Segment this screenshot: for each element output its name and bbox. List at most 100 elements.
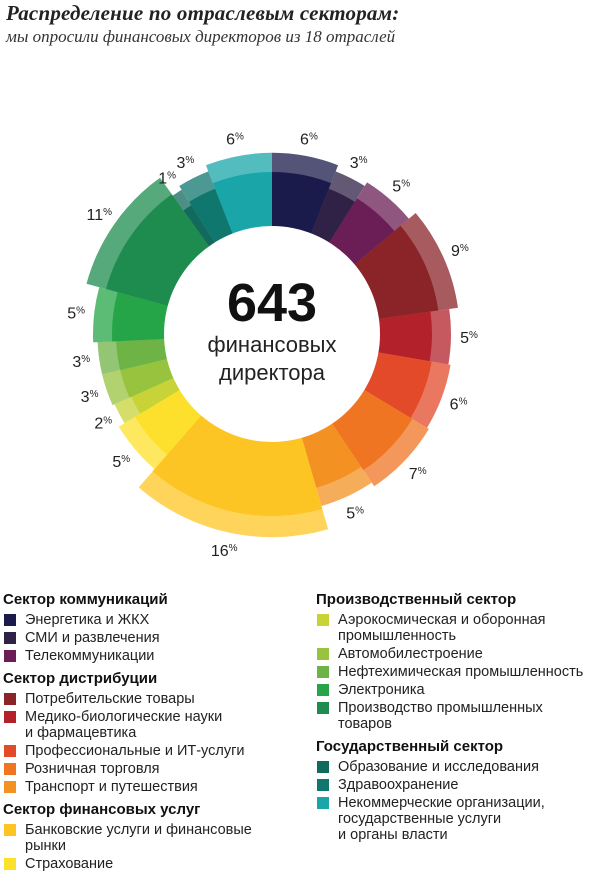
- pct-label-4: 9%: [451, 243, 469, 260]
- legend-swatch: [317, 648, 329, 660]
- legend-label: Транспорт и путешествия: [25, 779, 198, 795]
- slice-8: [299, 417, 362, 488]
- pct-label-3: 5%: [392, 178, 410, 195]
- legend-label: Энергетика и ЖКХ: [25, 612, 150, 628]
- pct-label-14: 5%: [67, 306, 85, 323]
- legend-item: СМИ и развлечения: [3, 630, 303, 646]
- pct-label-17: 3%: [176, 155, 194, 172]
- slice-18: [212, 172, 272, 241]
- legend-group-left-3: Сектор финансовых услуг Банковские услуги…: [3, 801, 303, 872]
- legend-swatch: [317, 666, 329, 678]
- legend-label: Некоммерческие организации, государствен…: [338, 795, 545, 843]
- legend-item: Розничная торговля: [3, 761, 303, 777]
- slice-5: [370, 311, 432, 362]
- legend-item: Нефтехимическая промышленность: [316, 664, 600, 680]
- pct-label-2: 3%: [350, 155, 368, 172]
- legend-group-right-1: Производственный сектор Аэрокосмическая и…: [316, 591, 600, 732]
- slice-16: [183, 205, 219, 253]
- pct-label-11: 2%: [94, 415, 112, 432]
- pct-label-10: 5%: [112, 454, 130, 471]
- legend-label: Профессиональные и ИТ-услуги: [25, 743, 245, 759]
- pct-label-6: 6%: [450, 397, 468, 414]
- slice-1: [272, 172, 332, 241]
- slice-17: [189, 188, 236, 250]
- legend-item: Профессиональные и ИТ-услуги: [3, 743, 303, 759]
- legend-swatch: [317, 761, 329, 773]
- legend-group-title: Производственный сектор: [316, 591, 517, 608]
- legend-group-right-2: Государственный сектор Образование и иссл…: [316, 738, 600, 843]
- legend-item: Автомобилестроение: [316, 646, 600, 662]
- legend-swatch: [4, 763, 16, 775]
- center-line-1: финансовых: [208, 332, 337, 357]
- legend-item: Производство промышленных товаров: [316, 700, 600, 732]
- legend-item: Транспорт и путешествия: [3, 779, 303, 795]
- slice-14: [111, 292, 176, 342]
- legend-item: Энергетика и ЖКХ: [3, 612, 303, 628]
- legend-group-left-1: Сектор коммуникаций Энергетика и ЖКХ СМИ и…: [3, 591, 303, 664]
- pct-label-5: 5%: [460, 330, 478, 347]
- legend-label: Нефтехимическая промышленность: [338, 664, 584, 680]
- slice-12: [120, 357, 181, 398]
- legend-swatch: [4, 824, 16, 836]
- legend-swatch: [4, 693, 16, 705]
- legend-group-title: Сектор коммуникаций: [3, 591, 168, 608]
- pct-label-9: 16%: [211, 543, 238, 560]
- legend-label: Розничная торговля: [25, 761, 160, 777]
- legend-label: Здравоохранение: [338, 777, 459, 793]
- legend-label: Медико-биологические науки и фармацевтик…: [25, 709, 223, 741]
- legend-group-title: Государственный сектор: [316, 738, 504, 755]
- percentage-labels: 6%3%5%9%5%6%7%5%16%5%2%3%3%5%11%1%3%6%: [67, 131, 478, 560]
- legend-label: Образование и исследования: [338, 759, 539, 775]
- legend-swatch: [317, 684, 329, 696]
- legend-label: Производство промышленных товаров: [338, 700, 543, 732]
- slice-6: [357, 351, 432, 418]
- pct-label-8: 5%: [346, 506, 364, 523]
- legend-item: Медико-биологические науки и фармацевтик…: [3, 709, 303, 741]
- legend-swatch: [317, 779, 329, 791]
- legend-swatch: [317, 702, 329, 714]
- legend-swatch: [4, 858, 16, 870]
- legend-item: Страхование: [3, 856, 303, 872]
- legend-label: СМИ и развлечения: [25, 630, 160, 646]
- pct-label-12: 3%: [81, 389, 99, 406]
- slice-3: [325, 198, 395, 270]
- chart-subtitle: мы опросили финансовых директоров из 18 …: [6, 27, 396, 46]
- legend-left-column: Сектор коммуникаций Энергетика и ЖКХ СМИ и…: [3, 591, 303, 878]
- legend-group-title: Сектор дистрибуции: [3, 670, 158, 687]
- legend-label: Автомобилестроение: [338, 646, 483, 662]
- legend-group-left-2: Сектор дистрибуции Потребительские товары…: [3, 670, 303, 795]
- pct-label-7: 7%: [409, 466, 427, 483]
- donut-hole: [164, 226, 380, 442]
- legend-item: Здравоохранение: [316, 777, 600, 793]
- legend-swatch: [4, 745, 16, 757]
- legend-swatch: [4, 614, 16, 626]
- pct-label-13: 3%: [72, 354, 90, 371]
- donut-chart: 6%3%5%9%5%6%7%5%16%5%2%3%3%5%11%1%3%6% 6…: [67, 131, 478, 560]
- legend-item: Электроника: [316, 682, 600, 698]
- legend-label: Потребительские товары: [25, 691, 195, 707]
- center-number: 643: [227, 273, 317, 333]
- slice-11: [131, 374, 187, 414]
- legend-swatch: [4, 632, 16, 644]
- legend-item: Образование и исследования: [316, 759, 600, 775]
- center-line-2: директора: [219, 360, 326, 385]
- chart-title: Распределение по отраслевым секторам:: [6, 1, 400, 25]
- legend-item: Некоммерческие организации, государствен…: [316, 795, 600, 843]
- legend-label: Телекоммуникации: [25, 648, 155, 664]
- pct-label-1: 6%: [300, 131, 318, 148]
- legend-swatch: [4, 650, 16, 662]
- pct-label-16: 1%: [158, 171, 176, 188]
- legend-label: Страхование: [25, 856, 114, 872]
- legend-swatch: [4, 781, 16, 793]
- slice-2: [308, 188, 355, 250]
- slice-13: [116, 338, 175, 371]
- legend-label: Аэрокосмическая и оборонная промышленнос…: [338, 612, 546, 644]
- legend-group-title: Сектор финансовых услуг: [3, 801, 201, 818]
- legend-item: Телекоммуникации: [3, 648, 303, 664]
- legend-swatch: [4, 711, 16, 723]
- legend-right-column: Производственный сектор Аэрокосмическая и…: [316, 591, 600, 849]
- pct-label-18: 6%: [226, 131, 244, 148]
- legend-item: Потребительские товары: [3, 691, 303, 707]
- legend-label: Электроника: [338, 682, 425, 698]
- legend-swatch: [317, 797, 329, 809]
